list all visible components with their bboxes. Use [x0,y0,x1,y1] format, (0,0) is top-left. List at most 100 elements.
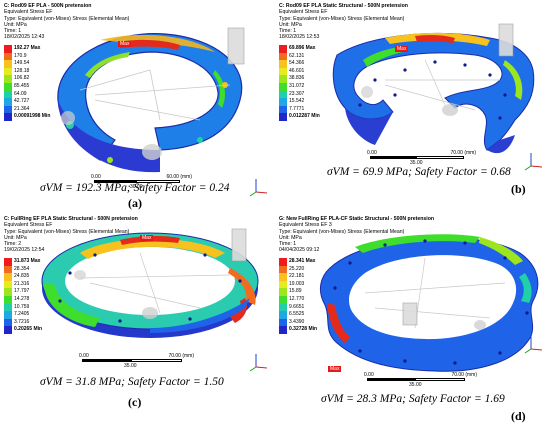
legend-swatch [4,295,12,304]
legend-label: 69.896 Max [289,45,316,51]
legend-label: 25.220 [289,265,305,272]
legend-swatch [279,303,287,312]
panel-c-letter: (c) [128,395,142,409]
legend-label: 38.836 [289,75,305,82]
panel-d-axis-triad-icon [524,336,543,354]
panel-d-letter: (d) [511,409,526,423]
legend-swatch [4,113,12,121]
ring-model-d [319,234,539,372]
panel-b-scale-bar: 0.00 70.00 (mm) 35.00 [367,150,476,166]
panel-a-max-marker: Max [118,41,132,47]
legend-label: 31.072 [289,82,305,89]
panel-a-letter: (a) [128,196,142,210]
legend-label: 9.6651 [289,303,305,310]
panel-b-header: C: Rod09 EF PLA Static Structural - 500N… [279,3,408,41]
legend-swatch [4,311,12,319]
panel-a-unit: Unit: MPa [4,21,27,28]
legend-swatch [279,45,287,53]
panel-d-date: 04/04/2025 09:12 [279,247,320,254]
legend-label: 28.341 Max [289,258,316,264]
legend-label: 17.797 [14,288,30,295]
panel-a-caption: σVM = 192.3 MPa; Safety Factor = 0.24 [40,182,230,194]
scale-start-label: 0.00 [91,174,101,180]
legend-label: 85.455 [14,82,30,89]
panel-b-result: Equivalent Stress EF [279,9,328,16]
panel-a-header: C: Rod09 EF PLA - 500N pretension Equiva… [4,3,129,41]
legend-label: 62.131 [289,52,305,59]
legend-swatch [279,295,287,304]
panel-d-max-marker: Max [328,366,342,372]
scale-mid-label: 35.00 [124,362,137,369]
scale-end-label: 60.00 (mm) [166,174,192,180]
panel-a-time: Time: 1 [4,28,22,35]
legend-swatch [4,82,12,91]
legend-label: 170.9 [14,52,27,59]
ring-model-a [57,27,245,173]
legend-label: 7.2405 [14,311,30,318]
panel-b-caption: σVM = 69.9 MPa; Safety Factor = 0.68 [327,166,511,178]
panel-d-title: G: New FullRing EF PLA-CF Static Structu… [279,216,435,222]
scale-end-label: 70.00 (mm) [450,150,476,156]
ring-model-c [41,228,259,338]
panel-b-axis-triad-icon [524,153,543,171]
panel-b-unit: Unit: MPa [279,21,302,28]
legend-swatch [4,273,12,281]
legend-swatch [4,258,12,266]
legend-label: 0.00091998 Min [14,113,51,120]
legend-swatch [279,82,287,91]
scale-mid-label: 30.00 [130,183,143,190]
legend-swatch [279,288,287,296]
legend-swatch [4,67,12,76]
scale-mid-label: 35.00 [410,159,423,166]
panel-c-axis-triad-icon [249,354,268,372]
panel-d-result: Equivalent Stress EF 3 [279,222,332,229]
legend-swatch [279,105,287,114]
legend-label: 42.727 [14,98,30,105]
legend-label: 54.366 [289,60,305,67]
panel-c-unit: Unit: MPa [4,234,27,241]
panel-c-title: C: FullRing EF PLA Static Structural - 5… [4,216,138,222]
legend-label: 19.003 [289,280,305,287]
ring-model-b [332,23,535,154]
panel-c-date: 19/02/2025 12:54 [4,247,45,254]
legend-swatch [279,311,287,319]
legend-swatch [279,258,287,266]
panel-c-scale-bar: 0.00 70.00 (mm) 35.00 [79,353,194,369]
legend-swatch [279,90,287,99]
panel-b-max-marker: Max [395,46,409,52]
legend-swatch [279,60,287,68]
panel-c-result: Equivalent Stress EF [4,222,53,229]
legend-swatch [4,288,12,296]
panel-a-type: Type: Equivalent (von-Mises) Stress (Ele… [4,15,130,22]
legend-swatch [279,52,287,61]
scale-end-label: 70.00 (mm) [168,353,194,359]
legend-swatch [4,45,12,53]
scale-start-label: 0.00 [79,353,89,359]
scale-mid-label: 35.00 [409,381,422,388]
panel-c-time: Time: 2 [4,241,22,248]
panel-a-legend: 192.27 Max 170.9 149.54 128.18 106.82 85… [4,45,50,121]
legend-label: 106.82 [14,75,30,82]
legend-swatch [279,318,287,327]
panel-c-type: Type: Equivalent (von-Mises) Stress (Ele… [4,228,130,235]
legend-label: 128.18 [14,67,30,74]
legend-swatch [4,90,12,99]
legend-swatch [279,265,287,274]
legend-label: 0.012287 Min [289,113,320,120]
legend-swatch [279,280,287,289]
panel-c-legend: 31.873 Max 28.354 24.835 21.316 17.797 1… [4,258,42,334]
panel-c: C: FullRing EF PLA Static Structural - 5… [0,213,275,426]
legend-swatch [279,75,287,83]
panel-a-axis-triad-icon [249,179,268,197]
legend-swatch [279,67,287,76]
legend-swatch [4,60,12,68]
panel-b-time: Time: 1 [279,28,297,35]
panel-b-date: 18/02/2025 12:53 [279,34,320,41]
panel-a-date: 18/02/2025 12:43 [4,34,45,41]
scale-start-label: 0.00 [364,372,374,378]
legend-label: 15.89 [289,288,302,295]
legend-swatch [4,326,12,334]
panel-d-header: G: New FullRing EF PLA-CF Static Structu… [279,216,434,254]
legend-label: 12.770 [289,295,305,302]
legend-label: 3.7216 [14,318,30,325]
